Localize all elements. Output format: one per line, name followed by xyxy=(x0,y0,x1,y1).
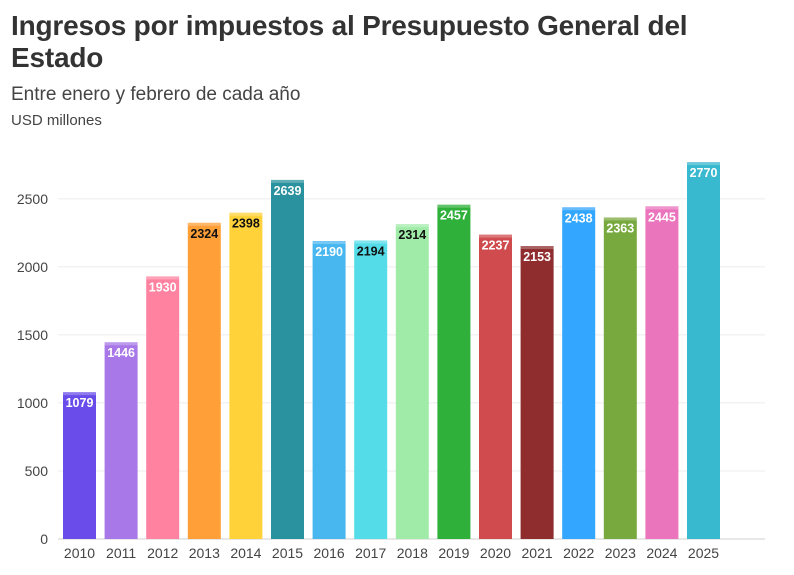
bar-value-label: 2194 xyxy=(357,244,385,258)
bar-value-label: 2190 xyxy=(315,245,343,259)
bar-value-label: 2324 xyxy=(190,227,218,241)
bar-value-label: 2153 xyxy=(523,250,551,264)
bar-value-label: 1930 xyxy=(149,280,177,294)
bar xyxy=(146,276,180,539)
bar xyxy=(312,241,346,539)
bar-value-label: 2770 xyxy=(690,166,718,180)
x-tick-label: 2017 xyxy=(355,545,386,561)
y-tick-label: 2500 xyxy=(17,191,48,207)
bar-value-label: 2314 xyxy=(398,228,426,242)
bar-value-label: 1079 xyxy=(66,396,94,410)
bar-highlight xyxy=(187,222,221,226)
bar-highlight xyxy=(146,276,180,280)
bar-highlight xyxy=(395,224,429,228)
x-tick-label: 2010 xyxy=(64,545,95,561)
bar-highlight xyxy=(63,392,96,396)
y-tick-label: 500 xyxy=(25,463,49,479)
chart-title: Ingresos por impuestos al Presupuesto Ge… xyxy=(11,10,688,73)
x-tick-label: 2021 xyxy=(522,545,553,561)
bar xyxy=(354,240,388,539)
x-tick-label: 2020 xyxy=(480,545,511,561)
bar-value-label: 1446 xyxy=(107,346,135,360)
x-tick-label: 2018 xyxy=(397,545,428,561)
bar-value-label: 2639 xyxy=(274,184,302,198)
bar-highlight xyxy=(687,162,720,166)
bar xyxy=(104,342,138,539)
bar-highlight xyxy=(437,204,471,208)
bar-highlight xyxy=(229,212,263,216)
x-tick-label: 2014 xyxy=(230,545,261,561)
bar xyxy=(395,224,429,539)
bar-highlight xyxy=(354,240,388,244)
x-tick-label: 2025 xyxy=(688,545,719,561)
x-tick-label: 2023 xyxy=(605,545,636,561)
unit-label: USD millones xyxy=(11,112,102,129)
bar xyxy=(479,234,512,539)
bar-value-label: 2398 xyxy=(232,217,260,231)
x-tick-label: 2013 xyxy=(189,545,220,561)
bar-value-label: 2438 xyxy=(565,211,593,225)
bar xyxy=(437,204,471,540)
bar xyxy=(520,246,554,539)
bar-highlight xyxy=(479,234,512,238)
bar xyxy=(687,162,720,539)
chart-header: Ingresos por impuestos al Presupuesto Ge… xyxy=(11,10,781,130)
bar-value-label: 2457 xyxy=(440,209,468,223)
bar xyxy=(187,222,221,539)
bar-highlight xyxy=(312,241,346,245)
x-tick-label: 2012 xyxy=(147,545,178,561)
bar xyxy=(229,212,263,539)
x-tick-label: 2022 xyxy=(563,545,594,561)
bar xyxy=(271,179,304,539)
bar xyxy=(63,392,96,539)
x-tick-label: 2024 xyxy=(646,545,677,561)
bar xyxy=(603,217,637,540)
bar-highlight xyxy=(271,179,304,183)
bar-value-label: 2445 xyxy=(648,210,676,224)
y-tick-label: 2000 xyxy=(17,259,48,275)
bar-highlight xyxy=(562,207,596,211)
bar-highlight xyxy=(104,342,138,346)
bar-highlight xyxy=(520,246,554,250)
x-tick-label: 2011 xyxy=(106,545,136,561)
x-tick-label: 2015 xyxy=(272,545,303,561)
bar xyxy=(562,207,596,539)
x-tick-label: 2016 xyxy=(314,545,345,561)
x-tick-label: 2019 xyxy=(438,545,469,561)
bar-highlight xyxy=(603,217,637,221)
bar-value-label: 2363 xyxy=(606,221,634,235)
y-tick-label: 0 xyxy=(40,531,48,547)
bar-value-label: 2237 xyxy=(482,239,510,253)
bar-highlight xyxy=(645,206,679,210)
y-tick-label: 1000 xyxy=(17,395,48,411)
y-tick-label: 1500 xyxy=(17,327,48,343)
chart-subtitle: Entre enero y febrero de cada año xyxy=(11,84,301,105)
bar xyxy=(645,206,679,539)
